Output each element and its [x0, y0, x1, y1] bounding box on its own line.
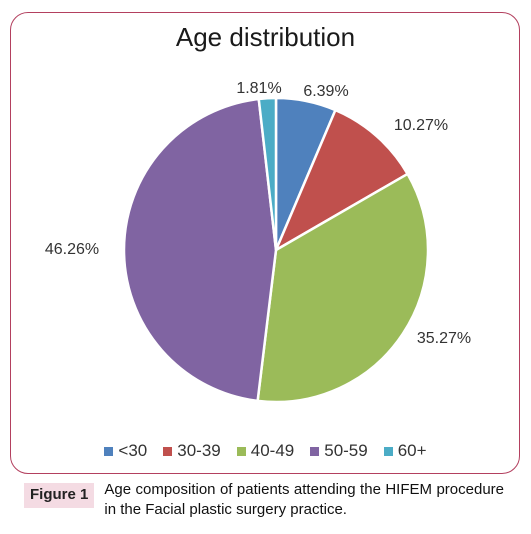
legend-label: <30: [118, 441, 148, 460]
legend-label: 50-59: [324, 441, 368, 460]
data-label: 1.81%: [236, 80, 281, 97]
legend-swatch: [236, 446, 246, 456]
figure-caption-text: Age composition of patients attending th…: [104, 481, 504, 518]
pie-slice-30-39: [273, 108, 410, 253]
pie-slice-40-49: [256, 172, 430, 404]
legend-item: 50-59: [310, 441, 368, 461]
legend-item: <30: [104, 441, 147, 461]
pie-slice-60: [257, 96, 278, 251]
data-label: 6.39%: [303, 83, 348, 100]
data-label: 10.27%: [394, 117, 448, 134]
legend-swatch: [383, 446, 393, 456]
legend-item: 60+: [383, 441, 427, 461]
figure-label: Figure 1: [24, 483, 95, 508]
pie-slice-50-59: [122, 97, 278, 403]
legend-label: 30-39: [177, 441, 221, 460]
data-label: 46.26%: [45, 241, 99, 258]
figure-caption: Figure 1 Age composition of patients att…: [24, 480, 504, 520]
legend-item: 30-39: [163, 441, 221, 461]
legend-label: 60+: [397, 441, 427, 460]
legend-item: 40-49: [236, 441, 295, 461]
legend-swatch: [163, 446, 173, 456]
legend-label: 40-49: [250, 441, 295, 460]
legend-swatch: [310, 446, 320, 456]
legend-swatch: [104, 446, 114, 456]
chart-title: Age distribution: [175, 22, 356, 52]
chart-legend: <30 30-39 40-49 50-59 60+: [0, 441, 531, 461]
data-label: 35.27%: [417, 330, 471, 347]
